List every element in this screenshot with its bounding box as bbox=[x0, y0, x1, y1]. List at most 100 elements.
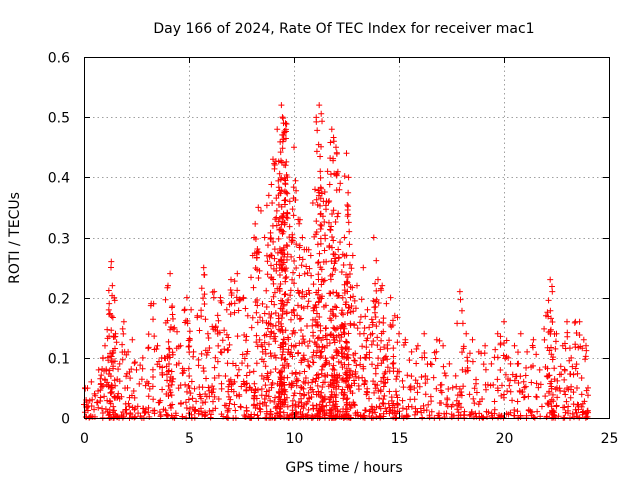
data-point bbox=[345, 203, 352, 210]
data-point bbox=[460, 383, 467, 390]
data-point bbox=[264, 258, 271, 265]
data-point bbox=[101, 393, 108, 400]
data-point bbox=[231, 309, 238, 316]
data-point bbox=[357, 354, 364, 361]
data-point bbox=[99, 405, 106, 412]
data-point bbox=[316, 313, 323, 320]
data-point bbox=[209, 289, 216, 296]
data-point bbox=[328, 223, 335, 230]
data-point bbox=[291, 144, 297, 151]
data-point bbox=[359, 343, 366, 350]
data-point bbox=[268, 298, 275, 305]
data-point bbox=[225, 414, 232, 421]
data-point bbox=[343, 396, 350, 403]
data-point bbox=[301, 339, 308, 346]
data-point bbox=[584, 408, 591, 415]
data-point bbox=[347, 294, 354, 301]
data-point bbox=[199, 384, 206, 391]
data-point bbox=[347, 367, 354, 374]
data-point bbox=[338, 349, 345, 356]
data-point bbox=[282, 197, 289, 204]
data-point bbox=[263, 374, 270, 381]
data-point bbox=[482, 342, 489, 349]
data-point bbox=[473, 376, 480, 383]
data-point bbox=[283, 214, 290, 221]
data-point bbox=[260, 358, 267, 365]
data-point bbox=[319, 118, 326, 125]
data-point bbox=[102, 377, 109, 384]
data-point bbox=[109, 282, 116, 289]
data-point bbox=[488, 360, 495, 367]
data-point bbox=[466, 391, 473, 398]
data-point bbox=[425, 401, 432, 408]
data-point bbox=[226, 341, 233, 348]
data-point bbox=[372, 365, 379, 372]
data-point bbox=[380, 374, 387, 381]
data-point bbox=[112, 330, 119, 337]
data-point bbox=[95, 404, 102, 411]
data-point bbox=[292, 369, 299, 376]
data-point bbox=[494, 330, 501, 337]
data-point bbox=[422, 380, 429, 387]
data-point bbox=[344, 351, 351, 358]
data-point bbox=[372, 370, 379, 377]
data-point bbox=[279, 351, 286, 358]
data-point bbox=[226, 301, 233, 308]
x-tick-label: 25 bbox=[601, 431, 619, 447]
data-point bbox=[377, 346, 384, 353]
data-point bbox=[199, 411, 206, 418]
data-point bbox=[119, 356, 126, 363]
data-point bbox=[351, 401, 358, 408]
data-point bbox=[208, 389, 215, 396]
data-point bbox=[119, 341, 126, 348]
data-point bbox=[454, 320, 461, 327]
data-point bbox=[569, 410, 576, 417]
data-point bbox=[484, 381, 491, 388]
data-point bbox=[257, 207, 264, 214]
data-point bbox=[528, 364, 535, 371]
data-point bbox=[330, 376, 337, 383]
data-point bbox=[150, 316, 157, 323]
data-point bbox=[561, 340, 568, 347]
data-point bbox=[464, 358, 471, 365]
data-point bbox=[322, 325, 329, 332]
data-point bbox=[259, 317, 266, 324]
data-point bbox=[162, 407, 169, 414]
data-point bbox=[373, 287, 380, 294]
data-point bbox=[263, 202, 270, 209]
data-point bbox=[571, 319, 578, 326]
data-point bbox=[198, 285, 205, 292]
data-point bbox=[157, 411, 164, 418]
data-point bbox=[183, 414, 190, 421]
data-point bbox=[457, 391, 464, 398]
data-point bbox=[372, 280, 379, 287]
data-point bbox=[318, 276, 325, 283]
data-point bbox=[334, 374, 341, 381]
data-point bbox=[529, 409, 536, 416]
data-point bbox=[503, 337, 510, 344]
data-point bbox=[111, 358, 118, 365]
data-point bbox=[168, 381, 175, 388]
data-point bbox=[296, 290, 303, 297]
data-point bbox=[344, 274, 351, 281]
data-point bbox=[306, 290, 313, 297]
data-point bbox=[283, 189, 290, 196]
data-point bbox=[334, 213, 341, 220]
data-point bbox=[528, 379, 535, 386]
data-point bbox=[243, 333, 250, 340]
data-point bbox=[324, 168, 331, 175]
data-point bbox=[294, 287, 301, 294]
data-point bbox=[332, 219, 339, 226]
data-point bbox=[318, 337, 325, 344]
data-point bbox=[190, 348, 197, 355]
data-point bbox=[282, 275, 289, 282]
data-point bbox=[267, 235, 274, 242]
data-point bbox=[282, 388, 289, 395]
data-point bbox=[326, 340, 333, 347]
data-point bbox=[529, 342, 536, 349]
data-point bbox=[522, 372, 529, 379]
data-point bbox=[181, 367, 188, 374]
data-point bbox=[289, 206, 296, 213]
data-point bbox=[373, 404, 380, 411]
data-point bbox=[509, 371, 516, 378]
